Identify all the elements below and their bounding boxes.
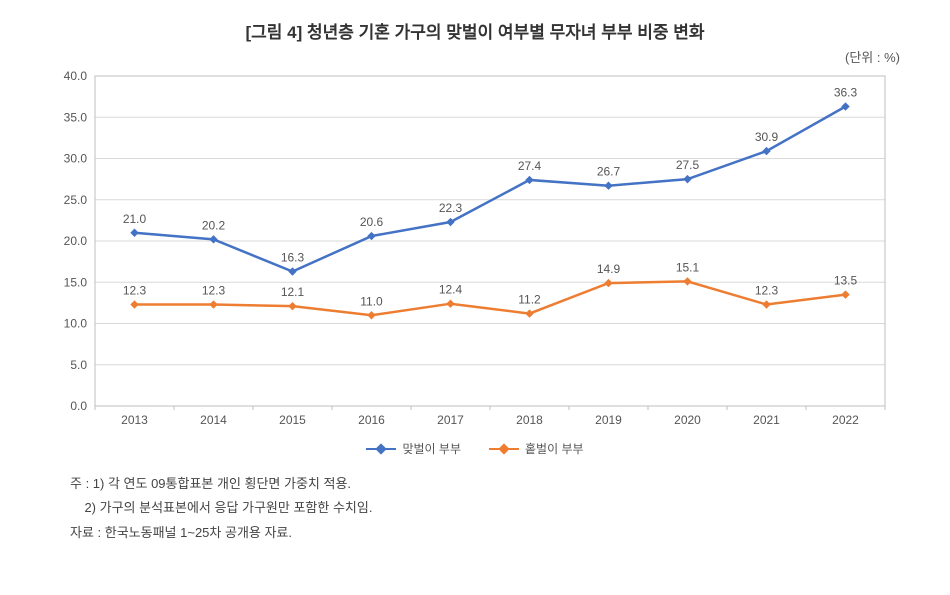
svg-text:14.9: 14.9: [597, 262, 621, 276]
svg-text:26.7: 26.7: [597, 165, 621, 179]
unit-label: (단위 : %): [20, 47, 930, 66]
svg-text:16.3: 16.3: [281, 251, 305, 265]
legend-label: 홑벌이 부부: [525, 440, 584, 457]
svg-text:12.3: 12.3: [202, 284, 226, 298]
svg-text:20.2: 20.2: [202, 218, 226, 232]
footnote-line: 주 : 1) 각 연도 09통합표본 개인 횡단면 가중치 적용.: [70, 472, 930, 497]
svg-text:12.4: 12.4: [439, 283, 463, 297]
svg-text:36.3: 36.3: [834, 86, 858, 100]
svg-text:11.0: 11.0: [360, 294, 383, 308]
source-line: 자료 : 한국노동패널 1~25차 공개용 자료.: [70, 521, 930, 546]
svg-text:22.3: 22.3: [439, 201, 463, 215]
svg-text:12.1: 12.1: [281, 285, 305, 299]
svg-text:20.0: 20.0: [64, 234, 88, 248]
svg-text:2016: 2016: [358, 413, 385, 427]
svg-text:20.6: 20.6: [360, 215, 384, 229]
svg-text:5.0: 5.0: [70, 358, 87, 372]
footnotes: 주 : 1) 각 연도 09통합표본 개인 횡단면 가중치 적용. 2) 가구의…: [70, 472, 930, 546]
svg-text:2021: 2021: [753, 413, 780, 427]
svg-text:2014: 2014: [200, 413, 227, 427]
svg-text:2019: 2019: [595, 413, 622, 427]
legend-label: 맞벌이 부부: [402, 440, 461, 457]
svg-text:25.0: 25.0: [64, 193, 88, 207]
svg-text:12.3: 12.3: [123, 284, 147, 298]
svg-text:2022: 2022: [832, 413, 859, 427]
svg-text:30.0: 30.0: [64, 152, 88, 166]
svg-text:12.3: 12.3: [755, 284, 779, 298]
legend-swatch: [489, 443, 519, 455]
svg-text:35.0: 35.0: [64, 110, 88, 124]
svg-text:15.1: 15.1: [676, 260, 700, 274]
svg-text:2017: 2017: [437, 413, 464, 427]
legend-swatch: [366, 443, 396, 455]
svg-text:2013: 2013: [121, 413, 148, 427]
svg-text:27.4: 27.4: [518, 159, 542, 173]
svg-text:13.5: 13.5: [834, 274, 858, 288]
svg-text:15.0: 15.0: [64, 275, 88, 289]
svg-text:11.2: 11.2: [518, 293, 541, 307]
chart-area: 0.0 5.0 10.0 15.0 20.0 25.0 30.0 35.0 40.0 2013 20…: [35, 66, 915, 436]
svg-text:10.0: 10.0: [64, 317, 88, 331]
line-chart-svg: 0.0 5.0 10.0 15.0 20.0 25.0 30.0 35.0 40.0 2013 20…: [35, 66, 915, 436]
svg-text:21.0: 21.0: [123, 212, 147, 226]
svg-text:40.0: 40.0: [64, 69, 88, 83]
chart-title: [그림 4] 청년층 기혼 가구의 맞벌이 여부별 무자녀 부부 비중 변화: [20, 18, 930, 43]
svg-text:2015: 2015: [279, 413, 306, 427]
svg-text:2020: 2020: [674, 413, 701, 427]
svg-text:2018: 2018: [516, 413, 543, 427]
legend-item: 홑벌이 부부: [489, 440, 584, 457]
legend-item: 맞벌이 부부: [366, 440, 461, 457]
svg-text:0.0: 0.0: [70, 399, 87, 413]
svg-text:27.5: 27.5: [676, 158, 700, 172]
figure-container: [그림 4] 청년층 기혼 가구의 맞벌이 여부별 무자녀 부부 비중 변화 (…: [0, 0, 950, 595]
legend: 맞벌이 부부 홑벌이 부부: [20, 440, 930, 458]
footnote-line: 2) 가구의 분석표본에서 응답 가구원만 포함한 수치임.: [70, 496, 930, 521]
svg-text:30.9: 30.9: [755, 130, 779, 144]
